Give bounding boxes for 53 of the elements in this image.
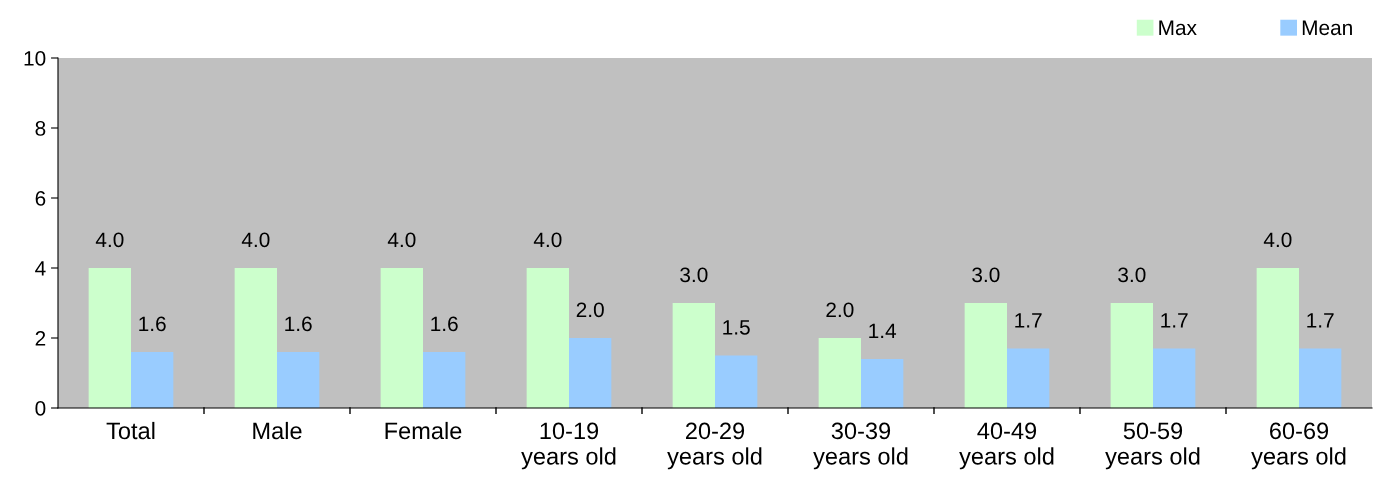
bar [423,352,466,408]
y-tick-label: 6 [35,191,46,206]
bar [1110,303,1153,408]
data-label: 4.0 [241,232,270,248]
y-tick-label: 0 [35,401,46,416]
data-label: 1.4 [869,323,897,339]
bar [1256,268,1299,408]
bar [861,359,904,408]
data-label: 4.0 [387,232,416,248]
bar [88,268,131,408]
data-label: 2.0 [576,302,604,318]
data-label: 3.0 [1118,267,1146,283]
bar [380,268,423,408]
bar [234,268,277,408]
bar [131,352,174,408]
data-label: 4.0 [1263,232,1292,248]
data-label: 2.0 [826,302,854,318]
x-tick-label: 30-39 years old [813,422,908,470]
data-label: 4.0 [95,232,124,248]
x-tick-label: 60-69 years old [1251,422,1346,470]
x-tick-label: Total [106,421,155,440]
data-label: 4.0 [533,232,562,248]
bar [1299,348,1342,408]
y-tick-label: 2 [35,331,46,346]
x-tick-label: 50-59 years old [1105,422,1200,470]
bar [818,338,861,408]
x-tick-label: 20-29 years old [667,422,762,470]
bar [526,268,569,408]
x-tick-label: Female [385,421,462,440]
data-label: 1.7 [1307,313,1334,328]
y-tick-label: 4 [35,261,46,276]
x-tick-label: 40-49 years old [959,422,1054,470]
bar [715,355,758,408]
legend-label: Max [1159,20,1197,36]
data-label: 3.0 [972,267,1000,283]
x-tick-label: Male [253,421,302,440]
x-tick-label: 10-19 years old [521,422,616,470]
data-label: 3.0 [680,267,708,283]
data-label: 1.6 [285,316,312,332]
bar [569,338,612,408]
bar [672,303,715,408]
data-label: 1.6 [431,316,458,332]
legend-label: Mean [1302,20,1352,36]
data-label: 1.6 [139,316,166,332]
bar [277,352,320,408]
bar [964,303,1007,408]
y-tick-label: 8 [35,121,46,136]
data-label: 1.5 [723,320,750,335]
bar [1007,348,1050,408]
data-label: 1.7 [1015,313,1042,328]
data-label: 1.7 [1161,313,1188,328]
y-tick-label: 10 [24,51,46,66]
bar [1153,348,1196,408]
